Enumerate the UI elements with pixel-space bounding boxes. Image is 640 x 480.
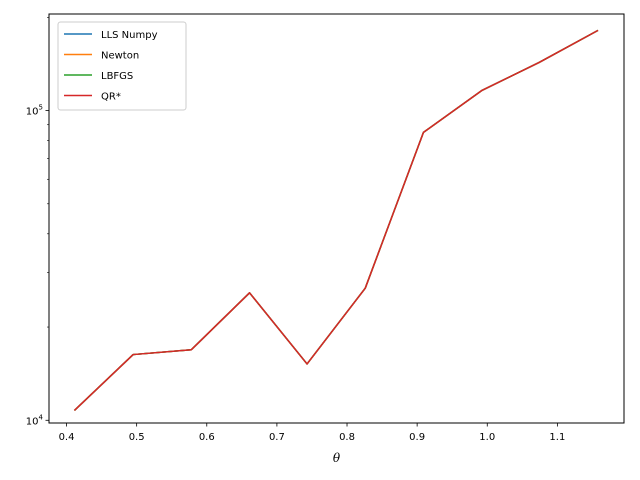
legend-frame [57,21,187,111]
x-tick-label: 1.0 [479,432,495,443]
series-layer [73,29,599,411]
legend-label: QR* [101,92,121,103]
legend-label: LBFGS [101,71,133,82]
x-tick-label: 0.8 [339,432,355,443]
x-axis-label: θ [333,451,341,465]
legend: LLS Numpy Newton LBFGS QR* [57,21,187,111]
legend-label: Newton [101,51,139,62]
x-tick-label: 1.1 [549,432,565,443]
legend-label: LLS Numpy [101,30,158,41]
x-tick-label: 0.9 [409,432,425,443]
series-line-3 [73,29,599,411]
x-tick-label: 0.4 [59,432,75,443]
plot-frame [48,13,625,424]
x-tick-label: 0.7 [269,432,285,443]
x-axis: 0.4 0.5 0.6 0.7 0.8 0.9 1.0 1.1 [59,423,565,443]
x-tick-label: 0.6 [199,432,215,443]
x-tick-label: 0.5 [129,432,145,443]
